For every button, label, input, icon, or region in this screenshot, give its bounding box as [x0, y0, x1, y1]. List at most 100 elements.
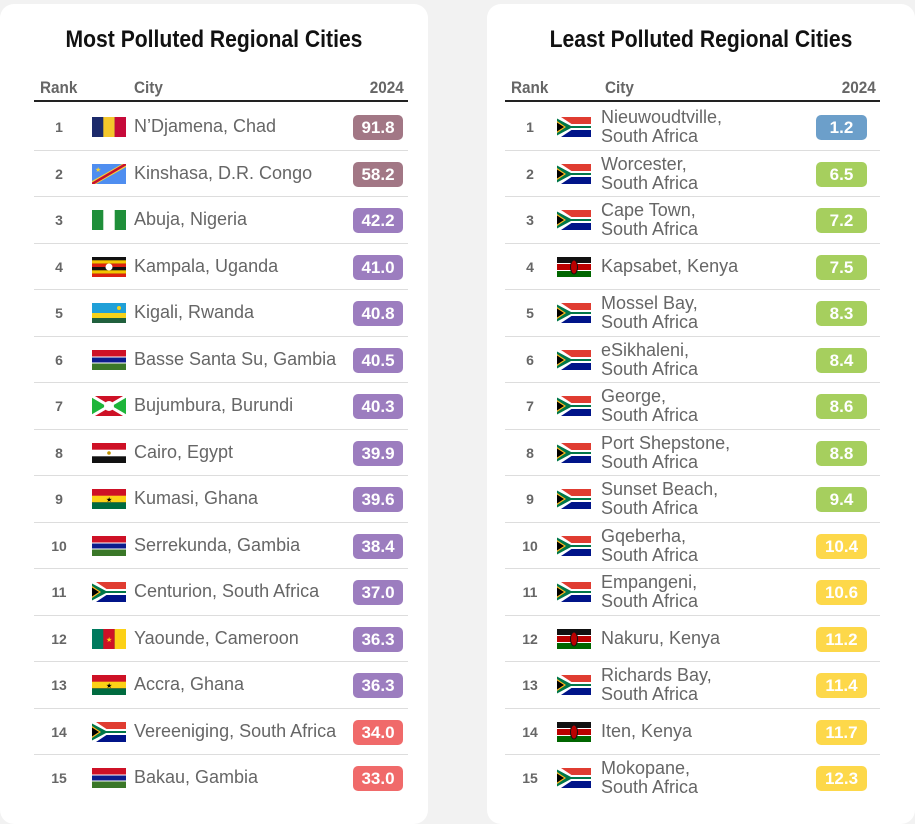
table-row: 13 ★ Accra, Ghana 36.3 — [34, 662, 408, 709]
svg-text:★: ★ — [106, 636, 112, 644]
ghana-flag-icon: ★ — [92, 489, 126, 509]
pm25-value-badge: 40.5 — [353, 347, 403, 373]
table-row: 6 Basse Santa Su, Gambia 40.5 — [34, 337, 408, 383]
rank-number: 3 — [55, 212, 63, 228]
southafrica-flag-icon — [557, 768, 591, 788]
table-row: 5 Mossel Bay, South Africa 8.3 — [505, 290, 880, 337]
southafrica-flag-icon — [557, 582, 591, 602]
city-name: Worcester, South Africa — [601, 153, 698, 193]
table-row: 7 Bujumbura, Burundi 40.3 — [34, 383, 408, 430]
city-line: Kapsabet, Kenya — [601, 255, 739, 276]
header-rank: Rank — [40, 78, 78, 97]
table-row: 10 Serrekunda, Gambia 38.4 — [34, 523, 408, 569]
table-row: 1 Nieuwoudtville, South Africa 1.2 — [505, 104, 880, 151]
city-name: Abuja, Nigeria — [134, 210, 247, 229]
rank-number: 13 — [522, 677, 538, 693]
city-line: N’Djamena, Chad — [134, 116, 277, 136]
pm25-value-badge: 10.4 — [816, 533, 867, 559]
pm25-value-badge: 39.9 — [353, 440, 403, 466]
table-row: 9 ★ Kumasi, Ghana 39.6 — [34, 476, 408, 523]
pm25-value-badge: 1.2 — [816, 115, 867, 140]
pm25-value-badge: 7.2 — [816, 208, 867, 233]
kenya-flag-icon — [557, 721, 591, 742]
table-row: 11 Centurion, South Africa 37.0 — [34, 569, 408, 616]
kenya-flag-icon — [557, 256, 591, 277]
country-line: South Africa — [601, 126, 699, 146]
rank-number: 13 — [51, 677, 67, 693]
rank-number: 7 — [526, 398, 534, 414]
table-header: Rank City 2024 — [505, 78, 880, 102]
city-line: Vereeniging, South Africa — [134, 720, 337, 741]
pm25-value-badge: 11.2 — [816, 626, 867, 652]
rank-number: 14 — [51, 723, 67, 740]
city-name: Port Shepstone, South Africa — [601, 433, 730, 472]
svg-text:★: ★ — [106, 496, 112, 504]
table-row: 13 Richards Bay, South Africa 11.4 — [505, 662, 880, 709]
least-polluted-panel: Least Polluted Regional Cities Rank City… — [487, 4, 915, 824]
table-row: 4 Kampala, Uganda 41.0 — [34, 244, 408, 290]
pm25-value-badge: 34.0 — [353, 719, 403, 745]
gambia-flag-icon — [92, 535, 126, 556]
city-line: Bakau, Gambia — [134, 767, 259, 787]
table-row: 7 George, South Africa 8.6 — [505, 383, 880, 430]
rank-number: 8 — [526, 444, 534, 461]
rank-number: 1 — [526, 119, 534, 135]
pm25-value-badge: 11.4 — [816, 673, 867, 698]
city-name: Richards Bay, South Africa — [601, 666, 712, 704]
city-name: Serrekunda, Gambia — [134, 534, 301, 555]
city-line: Cape Town, — [601, 200, 696, 220]
gambia-flag-icon — [92, 349, 126, 370]
city-name: Kigali, Rwanda — [134, 303, 254, 322]
city-line: Empangeni, — [601, 572, 698, 592]
city-name: Bakau, Gambia — [134, 768, 258, 787]
pm25-value-badge: 40.8 — [353, 301, 403, 326]
table-row: 2 Worcester, South Africa 6.5 — [505, 151, 880, 197]
country-line: South Africa — [601, 777, 699, 797]
table-row: 12 Nakuru, Kenya 11.2 — [505, 616, 880, 662]
country-line: South Africa — [601, 312, 699, 332]
rank-number: 12 — [51, 630, 67, 647]
city-name: Kapsabet, Kenya — [601, 255, 739, 276]
city-line: Bujumbura, Burundi — [134, 395, 294, 415]
pm25-value-badge: 33.0 — [353, 766, 403, 791]
header-city: City — [605, 78, 634, 97]
city-line: Kigali, Rwanda — [134, 302, 255, 322]
southafrica-flag-icon — [557, 210, 591, 230]
city-name: Accra, Ghana — [134, 675, 244, 694]
rank-number: 11 — [522, 584, 538, 600]
city-line: Nieuwoudtville, — [601, 107, 723, 127]
nigeria-flag-icon — [92, 210, 126, 230]
rwanda-flag-icon — [92, 303, 126, 323]
city-line: Worcester, — [601, 153, 687, 174]
city-name: Mossel Bay, South Africa — [601, 294, 698, 332]
southafrica-flag-icon — [92, 582, 126, 602]
city-line: Centurion, South Africa — [134, 581, 320, 601]
city-line: Gqeberha, — [601, 525, 687, 546]
country-line: South Africa — [601, 591, 699, 611]
rank-number: 10 — [51, 537, 67, 554]
rank-number: 10 — [522, 537, 538, 554]
rank-number: 4 — [55, 258, 63, 275]
country-line: South Africa — [601, 405, 699, 425]
rank-number: 15 — [51, 770, 67, 786]
city-name: Sunset Beach, South Africa — [601, 480, 718, 518]
table-row: 2 ★ Kinshasa, D.R. Congo 58.2 — [34, 151, 408, 197]
gambia-flag-icon — [92, 768, 126, 788]
panel-title: Most Polluted Regional Cities — [65, 26, 363, 53]
southafrica-flag-icon — [557, 117, 591, 137]
rank-number: 6 — [55, 351, 63, 368]
table-row: 8 Port Shepstone, South Africa 8.8 — [505, 430, 880, 476]
panel-title: Least Polluted Regional Cities — [549, 26, 853, 53]
table-row: 3 Abuja, Nigeria 42.2 — [34, 197, 408, 244]
table-row: 10 Gqeberha, South Africa 10.4 — [505, 523, 880, 569]
rank-number: 2 — [55, 165, 63, 182]
rank-number: 2 — [526, 165, 534, 182]
rank-number: 9 — [55, 491, 63, 507]
pm25-value-badge: 37.0 — [353, 580, 403, 605]
city-line: Serrekunda, Gambia — [134, 534, 301, 555]
header-year: 2024 — [841, 78, 876, 97]
city-line: Accra, Ghana — [134, 674, 245, 694]
city-name: Nieuwoudtville, South Africa — [601, 108, 722, 146]
ranking-table: 1 N’Djamena, Chad 91.8 2 ★ Kinshasa, D.R. Con… — [34, 104, 408, 802]
kenya-flag-icon — [557, 628, 591, 649]
